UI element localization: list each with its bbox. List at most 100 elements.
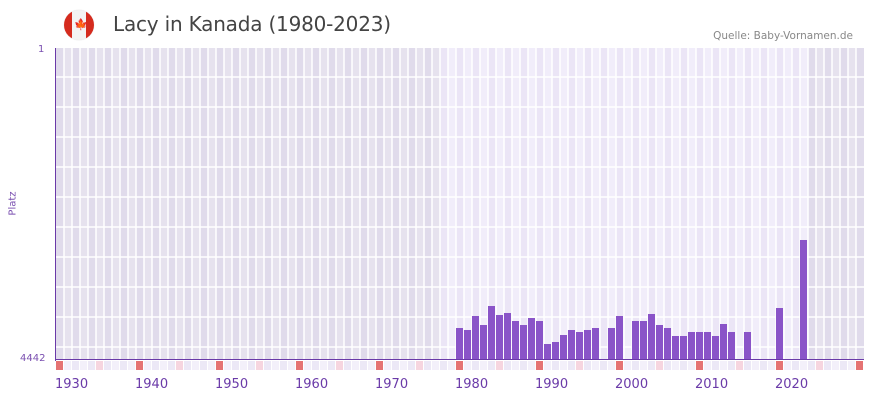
year-column — [280, 48, 288, 360]
year-column — [592, 48, 600, 360]
year-column — [536, 48, 544, 360]
source-credit[interactable]: Quelle: Baby-Vornamen.de — [713, 30, 853, 42]
bar-1991[interactable] — [544, 344, 551, 360]
bar-1987[interactable] — [512, 320, 519, 360]
year-marker — [368, 361, 375, 370]
year-marker — [848, 361, 855, 370]
bar-2002[interactable] — [632, 321, 639, 360]
year-marker — [568, 361, 575, 370]
bar-1990[interactable] — [536, 320, 543, 360]
year-column — [744, 48, 752, 360]
grid-line — [759, 48, 761, 360]
grid-line — [95, 48, 97, 360]
grid-line — [695, 48, 697, 360]
year-column — [336, 48, 344, 360]
bar-1983[interactable] — [480, 325, 487, 360]
bar-1999[interactable] — [608, 328, 615, 360]
year-marker — [400, 361, 407, 370]
grid-line — [103, 48, 105, 360]
year-marker — [672, 361, 679, 370]
grid-line — [703, 48, 705, 360]
grid-line — [807, 48, 809, 360]
y-axis-bottom-label: 4442 — [20, 353, 46, 364]
grid-line — [215, 48, 217, 360]
bar-1994[interactable] — [568, 330, 575, 360]
bar-2003[interactable] — [640, 321, 647, 360]
year-marker — [832, 361, 839, 370]
bar-1980[interactable] — [456, 328, 463, 360]
bar-2004[interactable] — [648, 314, 655, 360]
year-column — [216, 48, 224, 360]
bar-2012[interactable] — [712, 335, 719, 360]
year-marker — [712, 361, 719, 370]
year-column — [144, 48, 152, 360]
bar-1992[interactable] — [552, 341, 559, 360]
year-marker — [616, 361, 623, 370]
y-axis-title: Platz — [7, 191, 19, 216]
bar-1981[interactable] — [464, 330, 471, 360]
bar-1997[interactable] — [592, 327, 599, 360]
bar-2011[interactable] — [704, 331, 711, 360]
bar-2007[interactable] — [672, 335, 679, 360]
grid-line — [527, 48, 529, 360]
year-column — [160, 48, 168, 360]
grid-line — [431, 48, 433, 360]
grid-line — [56, 226, 864, 228]
year-column — [168, 48, 176, 360]
grid-line — [415, 48, 417, 360]
bar-2013[interactable] — [720, 324, 727, 360]
year-column — [736, 48, 744, 360]
year-marker — [416, 361, 423, 370]
bar-2023[interactable] — [800, 240, 807, 360]
bar-1988[interactable] — [520, 325, 527, 360]
year-column — [640, 48, 648, 360]
bar-2009[interactable] — [688, 331, 695, 360]
year-column — [208, 48, 216, 360]
year-marker — [504, 361, 511, 370]
bar-2010[interactable] — [696, 331, 703, 360]
bar-1985[interactable] — [496, 314, 503, 360]
year-marker — [408, 361, 415, 370]
y-axis-line — [55, 48, 56, 361]
bar-2020[interactable] — [776, 307, 783, 360]
grid-line — [855, 48, 857, 360]
year-column — [456, 48, 464, 360]
bar-1989[interactable] — [528, 318, 535, 360]
year-marker — [656, 361, 663, 370]
year-marker — [816, 361, 823, 370]
bar-2008[interactable] — [680, 335, 687, 360]
year-marker — [224, 361, 231, 370]
year-column — [688, 48, 696, 360]
bar-1995[interactable] — [576, 332, 583, 360]
bar-2005[interactable] — [656, 325, 663, 360]
year-column — [528, 48, 536, 360]
year-column — [384, 48, 392, 360]
bar-1982[interactable] — [472, 316, 479, 360]
year-marker — [80, 361, 87, 370]
year-column — [504, 48, 512, 360]
year-column — [176, 48, 184, 360]
year-marker — [72, 361, 79, 370]
x-axis-baseline — [55, 359, 864, 360]
bar-1993[interactable] — [560, 334, 567, 360]
year-column — [672, 48, 680, 360]
grid-line — [783, 48, 785, 360]
bar-2000[interactable] — [616, 316, 623, 360]
year-column — [832, 48, 840, 360]
year-marker — [136, 361, 143, 370]
bar-2006[interactable] — [664, 327, 671, 360]
year-column — [240, 48, 248, 360]
year-column — [712, 48, 720, 360]
year-marker — [512, 361, 519, 370]
bar-2014[interactable] — [728, 332, 735, 360]
bar-1996[interactable] — [584, 330, 591, 360]
bar-1984[interactable] — [488, 305, 495, 360]
bar-1986[interactable] — [504, 313, 511, 360]
grid-line — [663, 48, 665, 360]
year-column — [376, 48, 384, 360]
year-marker — [632, 361, 639, 370]
year-marker — [128, 361, 135, 370]
year-marker — [432, 361, 439, 370]
year-marker — [536, 361, 543, 370]
bar-2016[interactable] — [744, 332, 751, 360]
